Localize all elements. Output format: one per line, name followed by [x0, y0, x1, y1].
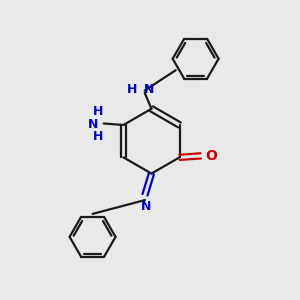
Text: N: N [140, 200, 151, 213]
Text: H: H [127, 82, 138, 95]
Text: O: O [205, 149, 217, 163]
Text: H: H [93, 130, 103, 143]
Text: H: H [93, 105, 103, 118]
Text: N: N [87, 118, 98, 131]
Text: N: N [143, 82, 154, 95]
